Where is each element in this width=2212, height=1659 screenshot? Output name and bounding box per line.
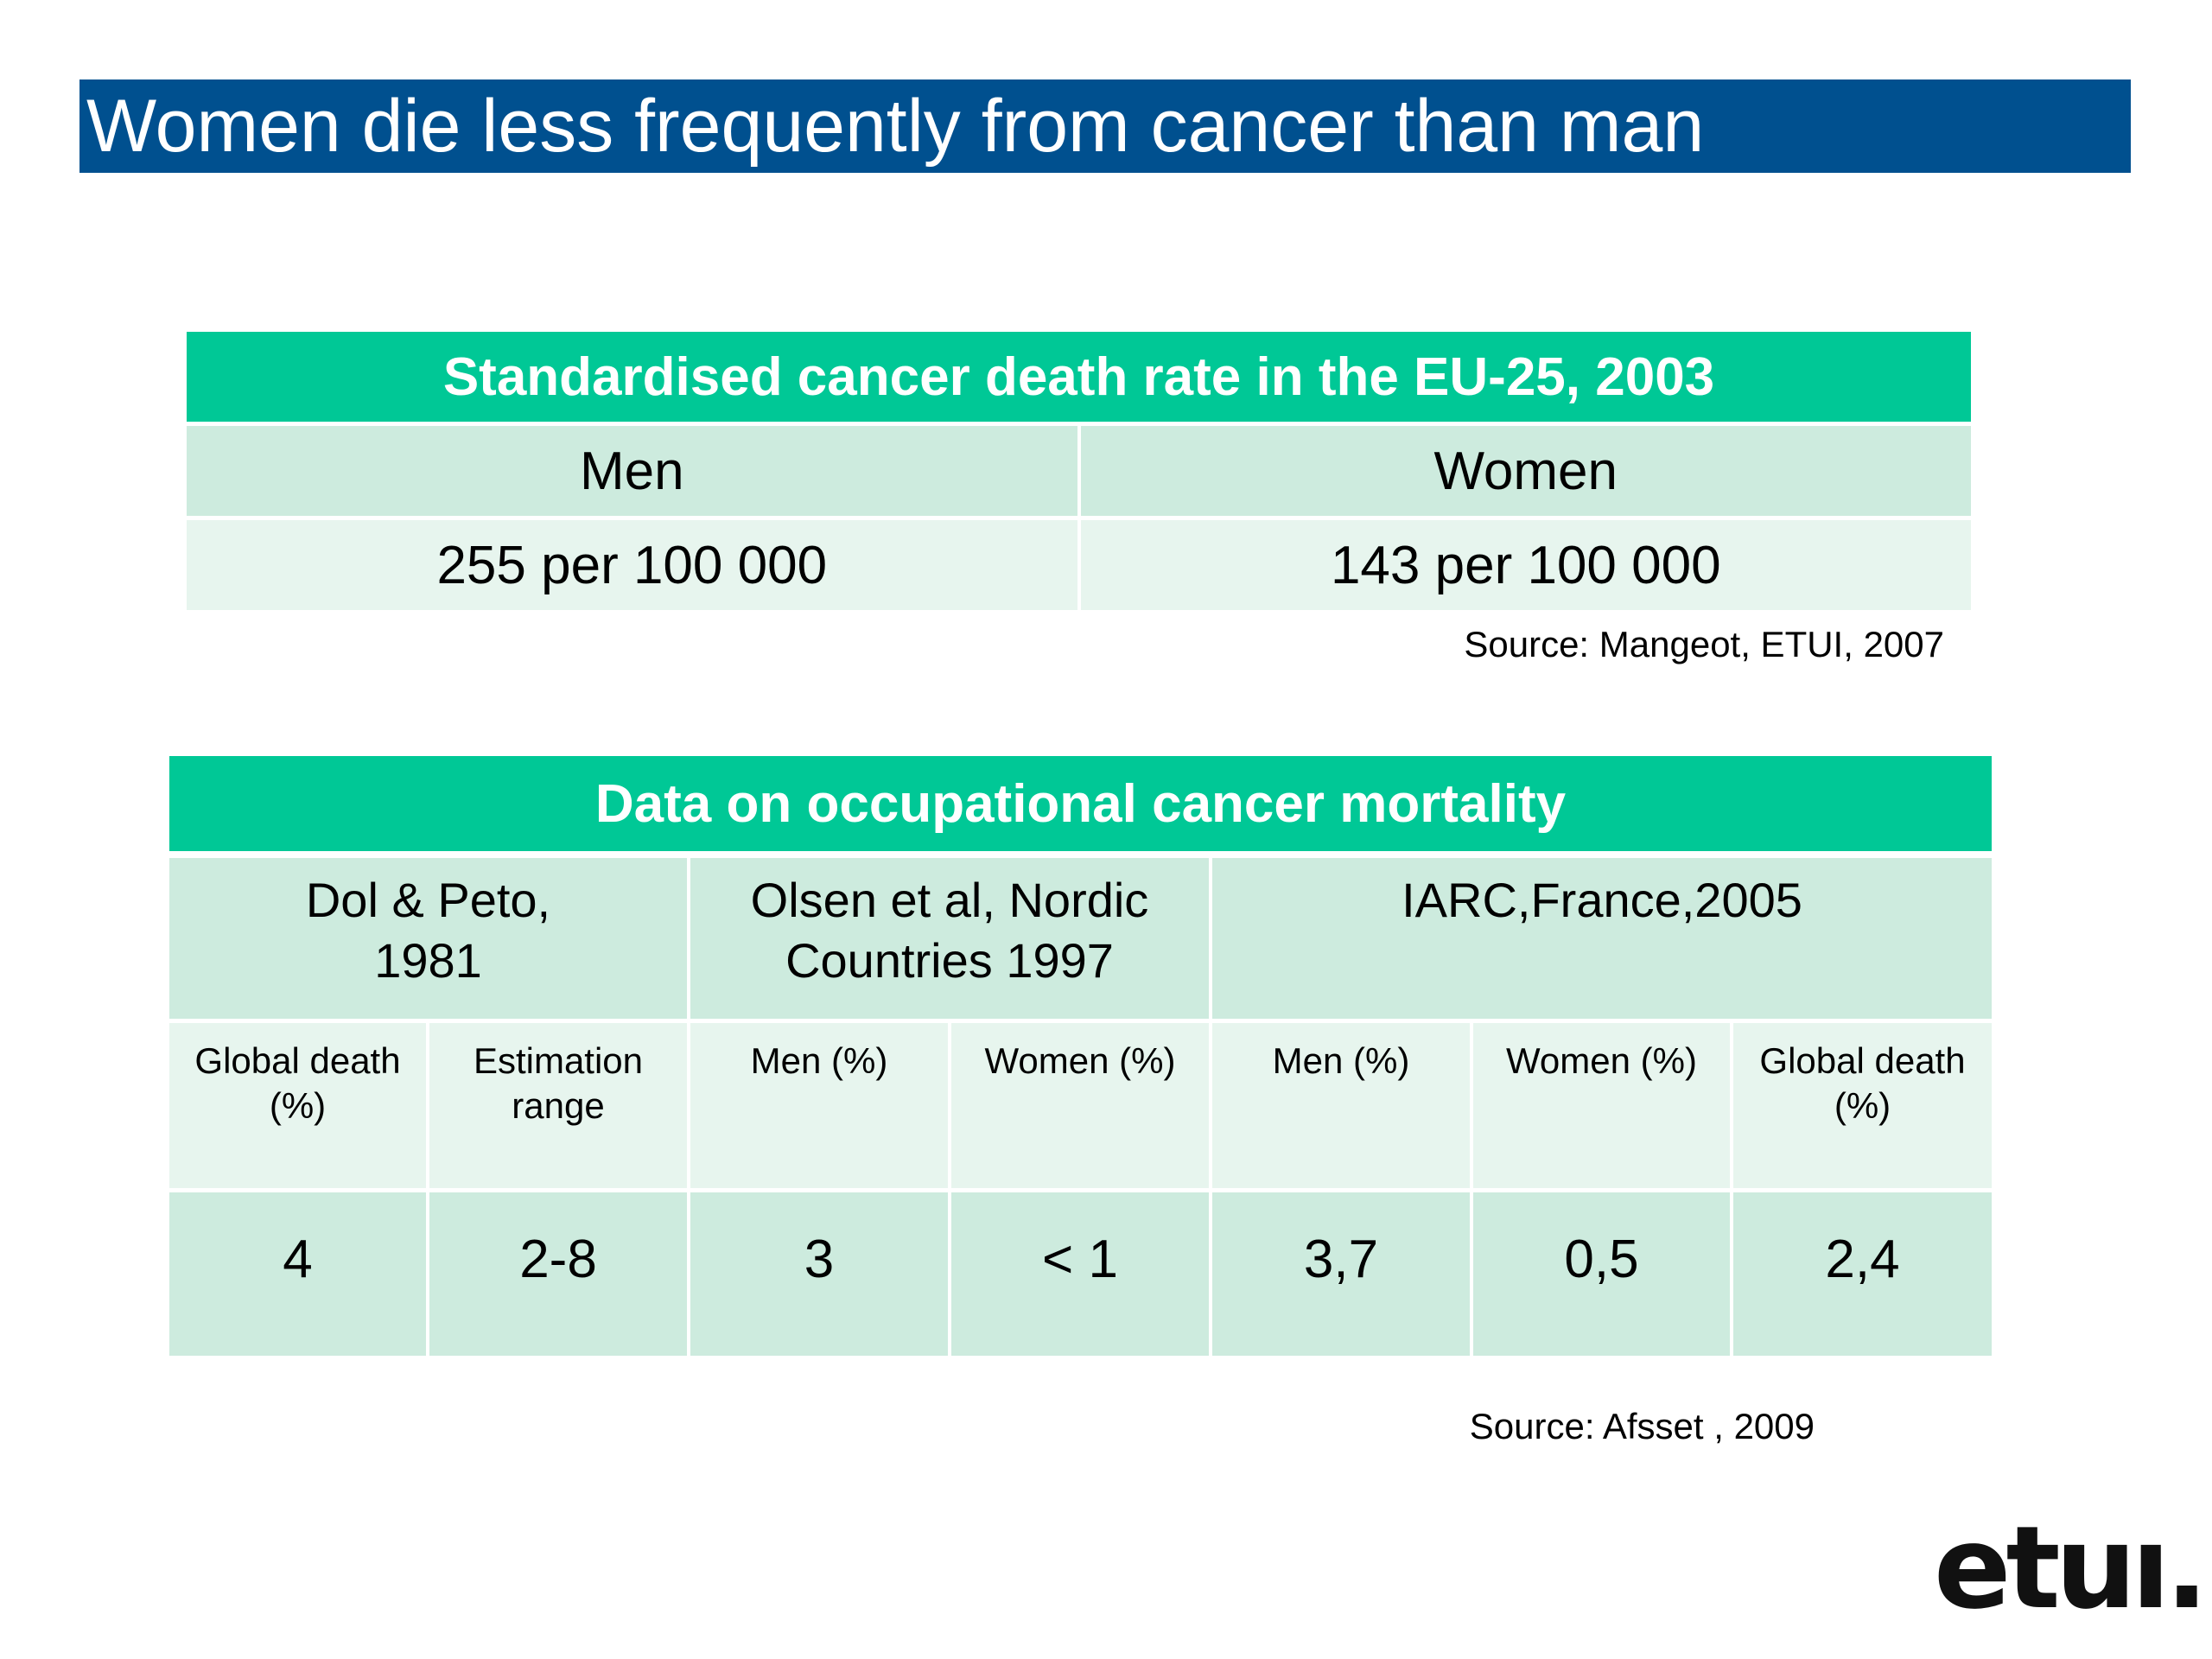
subheader-cell: Global death (%) — [1729, 1020, 1993, 1192]
value-cell: 0,5 — [1470, 1190, 1732, 1356]
source-afsset: Source: Afsset , 2009 — [1469, 1406, 1815, 1446]
value-cell: 3 — [687, 1190, 950, 1356]
etui-logo: etuı. — [1934, 1502, 2209, 1635]
subheader-cell: Women (%) — [948, 1020, 1211, 1192]
subheader-cell: Global death (%) — [169, 1020, 428, 1192]
occupational-mortality-table: Data on occupational cancer mortality Do… — [169, 756, 1993, 1356]
group-iarc: IARC,France,2005 — [1208, 855, 1993, 1023]
subheader-cell: Estimation range — [426, 1020, 689, 1192]
subheader-cell: Women (%) — [1470, 1020, 1732, 1192]
value-cell: < 1 — [948, 1190, 1211, 1356]
title-bar: Women die less frequently from cancer th… — [79, 79, 2131, 173]
group-olsen: Olsen et al, Nordic Countries 1997 — [687, 855, 1211, 1023]
death-rate-table: Standardised cancer death rate in the EU… — [187, 332, 1971, 610]
subheader-cell: Men (%) — [1209, 1020, 1471, 1192]
value-men: 255 per 100 000 — [187, 518, 1079, 610]
value-cell: 2-8 — [426, 1190, 689, 1356]
value-cell: 4 — [169, 1190, 428, 1356]
header-men: Men — [187, 423, 1079, 520]
slide-title: Women die less frequently from cancer th… — [86, 85, 1705, 168]
subheader-cell: Men (%) — [687, 1020, 950, 1192]
group-dol-peto: Dol & Peto, 1981 — [169, 855, 689, 1023]
value-women: 143 per 100 000 — [1077, 518, 1971, 610]
occupational-mortality-title: Data on occupational cancer mortality — [169, 756, 1993, 858]
source-mangeot: Source: Mangeot, ETUI, 2007 — [1464, 624, 1944, 664]
value-cell: 2,4 — [1729, 1190, 1993, 1356]
death-rate-table-title: Standardised cancer death rate in the EU… — [187, 332, 1971, 426]
header-women: Women — [1077, 423, 1971, 520]
value-cell: 3,7 — [1209, 1190, 1471, 1356]
